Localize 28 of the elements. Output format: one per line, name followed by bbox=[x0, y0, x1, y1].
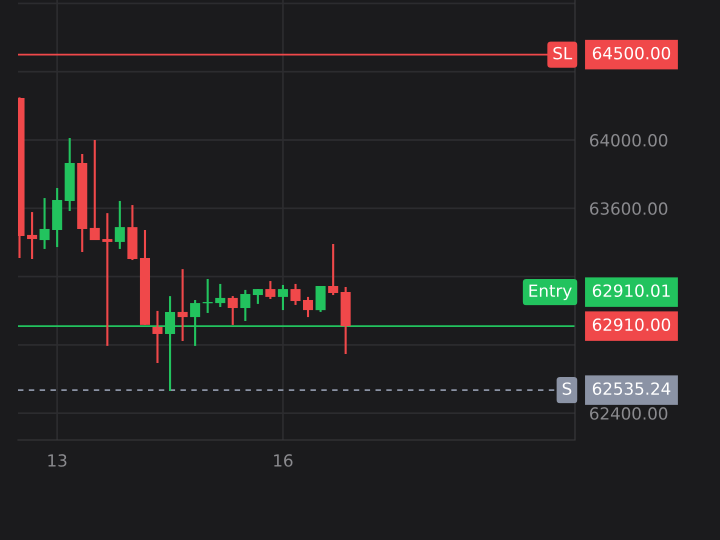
y-tick-label: 63600.00 bbox=[590, 202, 668, 215]
text: 62535.24 bbox=[592, 382, 670, 395]
ref-line-label: SL bbox=[553, 46, 572, 60]
candlestick bbox=[328, 242, 338, 296]
text: 64500.00 bbox=[592, 46, 670, 60]
candlestick bbox=[290, 282, 301, 306]
candlestick bbox=[278, 284, 288, 312]
candlestick bbox=[152, 310, 163, 364]
ref-line-label: Entry bbox=[530, 284, 572, 300]
x-tick-label: 16 bbox=[274, 454, 293, 467]
candlestick bbox=[102, 212, 112, 347]
ref-line-label: S bbox=[562, 382, 572, 395]
candlestick bbox=[302, 296, 314, 318]
candlestick bbox=[114, 200, 125, 250]
candlestick bbox=[265, 280, 276, 300]
candlestick bbox=[252, 288, 263, 305]
y-tick-label: 64000.00 bbox=[590, 134, 668, 147]
text: 62910.00 bbox=[592, 318, 670, 331]
candlestick bbox=[215, 282, 226, 308]
text: 62910.01 bbox=[592, 284, 670, 297]
candlestick bbox=[178, 268, 188, 342]
candlestick bbox=[40, 197, 50, 250]
x-tick-label: 13 bbox=[48, 454, 66, 467]
candlestick bbox=[240, 288, 250, 322]
y-tick-label: 62400.00 bbox=[590, 407, 668, 420]
candlestick bbox=[90, 138, 100, 242]
candlestick bbox=[27, 211, 38, 260]
candlestick bbox=[228, 295, 238, 326]
